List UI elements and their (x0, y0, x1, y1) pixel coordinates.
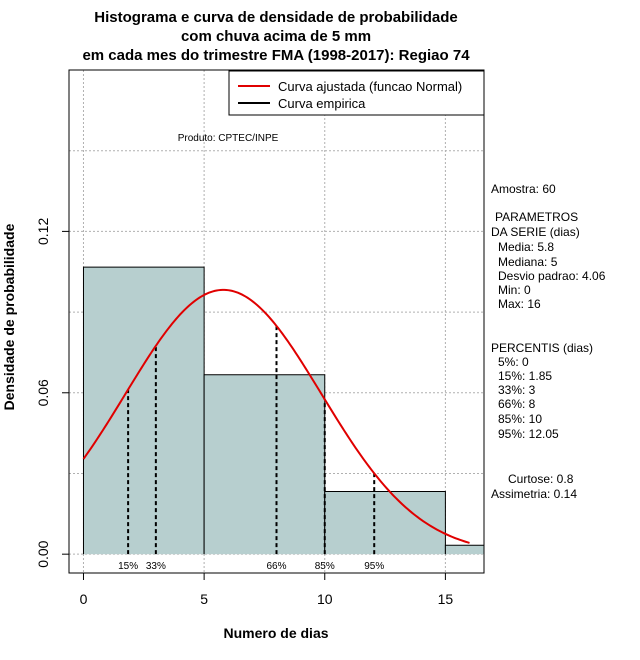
x-tick-label: 10 (317, 591, 333, 607)
histogram-bar (204, 374, 325, 555)
product-annotation: Produto: CPTEC/INPE (178, 133, 279, 144)
histogram-bar (83, 267, 205, 555)
stat-max: Max: 16 (498, 297, 541, 311)
y-tick-label: 0.00 (35, 540, 51, 567)
axes: 0 5 10 15 0.00 0.06 0.12 (35, 218, 453, 607)
y-tick-label: 0.06 (35, 379, 51, 406)
percentile-85: 85%: 10 (498, 412, 543, 426)
y-axis-label: Densidade de probabilidade (1, 223, 17, 410)
chart-title-line-3: em cada mes do trimestre FMA (1998-2017)… (82, 47, 470, 64)
percentile-5: 5%: 0 (498, 355, 529, 369)
y-tick-label: 0.12 (35, 218, 51, 245)
percentile-label: 95% (364, 561, 384, 572)
legend: Curva ajustada (funcao Normal) Curva emp… (228, 70, 485, 116)
histogram-bar (445, 545, 484, 555)
x-tick-label: 0 (80, 591, 88, 607)
histogram-bars (82, 266, 485, 555)
percentile-label: 33% (146, 561, 166, 572)
stat-skewness: Assimetria: 0.14 (491, 487, 578, 501)
histogram-bar-outline (203, 374, 326, 555)
sample-size: Amostra: 60 (491, 182, 556, 196)
percentile-lines: 15% 33% 66% 85% 95% (118, 325, 384, 572)
percentile-33: 33%: 3 (498, 383, 536, 397)
stat-min: Min: 0 (498, 283, 531, 297)
percentiles-title: PERCENTIS (dias) (491, 341, 594, 355)
stat-mean: Media: 5.8 (498, 240, 555, 254)
percentile-15: 15%: 1.85 (498, 369, 553, 383)
chart-title-line-1: Histograma e curva de densidade de proba… (94, 9, 457, 26)
percentile-label: 66% (266, 561, 286, 572)
legend-box (228, 70, 485, 116)
stat-median: Mediana: 5 (498, 255, 558, 269)
legend-label-empirical: Curva empirica (278, 96, 366, 111)
stat-sd: Desvio padrao: 4.06 (498, 269, 606, 283)
chart-title-line-2: com chuva acima de 5 mm (181, 28, 371, 45)
percentile-label: 15% (118, 561, 138, 572)
normal-density-curve (82, 288, 470, 544)
x-tick-label: 5 (200, 591, 208, 607)
percentile-label: 85% (315, 561, 335, 572)
x-axis-label: Numero de dias (223, 625, 328, 641)
params-title-2: DA SERIE (dias) (491, 225, 580, 239)
percentile-95: 95%: 12.05 (498, 427, 559, 441)
chart-title: Histograma e curva de densidade de proba… (82, 9, 470, 64)
stat-kurtosis: Curtose: 0.8 (508, 472, 574, 486)
legend-label-normal: Curva ajustada (funcao Normal) (278, 79, 462, 94)
percentile-66: 66%: 8 (498, 397, 536, 411)
params-title-1: PARAMETROS (495, 210, 579, 224)
x-tick-label: 15 (438, 591, 454, 607)
